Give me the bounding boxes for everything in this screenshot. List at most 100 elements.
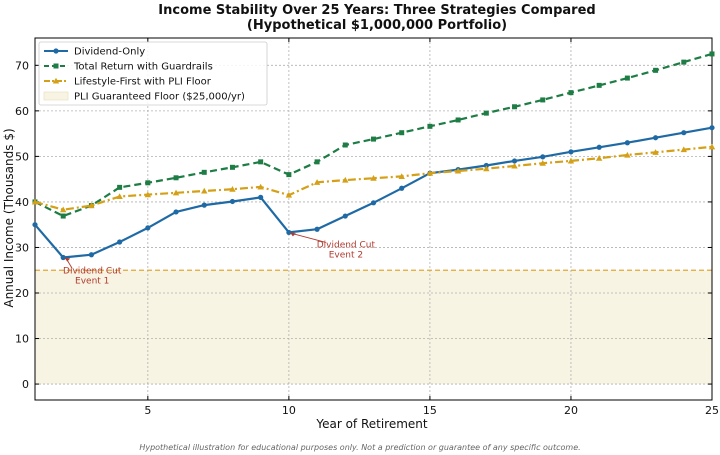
series-line-1 [34, 126, 713, 259]
series-1-point [258, 194, 264, 200]
series-1-point [596, 144, 602, 150]
series-2-point [145, 180, 151, 186]
series-1-point [229, 198, 236, 205]
series-2-point [342, 142, 348, 148]
series-3-point [285, 191, 293, 198]
series-3-point [539, 160, 546, 166]
series-3-point [31, 198, 39, 205]
y-tick-label: 60 [15, 105, 29, 118]
series-2-point [483, 110, 489, 116]
series-1-point [117, 239, 123, 245]
series-1-point [681, 130, 687, 136]
series-3-point [172, 189, 180, 196]
series-1-point [624, 140, 630, 146]
plot-frame [34, 37, 713, 401]
y-tick-label: 30 [15, 241, 29, 254]
series-2-point [258, 159, 264, 165]
series-1-point [568, 149, 574, 155]
series-3-point [60, 206, 67, 213]
legend-box [38, 41, 268, 106]
series-3-point [257, 183, 264, 190]
series-2-point [596, 82, 602, 88]
y-tick-label: 10 [15, 333, 29, 346]
series-2-point [173, 175, 179, 181]
x-tick-label: 10 [282, 404, 296, 417]
series-3-point [624, 151, 631, 158]
series-2-point [371, 136, 376, 142]
series-3-point [144, 191, 152, 198]
series-1-point [399, 185, 405, 191]
series-3-point [201, 187, 208, 194]
y-tick-label: 50 [15, 150, 29, 163]
series-3-point [229, 185, 236, 192]
series-1-point [370, 200, 377, 206]
series-1-point [540, 154, 546, 160]
y-axis-label: Annual Income (Thousands $) [2, 128, 16, 307]
series-2-point [286, 172, 292, 178]
y-tick-label: 40 [15, 196, 29, 209]
series-1-point [286, 229, 292, 236]
series-3-point [708, 143, 716, 150]
legend-label-3: Lifestyle-First with PLI Floor [74, 77, 212, 88]
floor-shaded-region [35, 270, 712, 385]
legend-label-floor: PLI Guaranteed Floor ($25,000/yr) [74, 92, 245, 103]
series-2-point [512, 104, 518, 110]
legend-label-2: Total Return with Guardrails [73, 62, 213, 73]
series-2-point [709, 51, 715, 57]
series-1-point [342, 213, 348, 219]
series-2-point [229, 164, 235, 170]
legend-swatch-marker [52, 77, 60, 84]
series-3-point [511, 162, 518, 169]
series-3-point [370, 175, 377, 181]
series-3-point [652, 149, 659, 155]
legend: Dividend-Only Total Return with Guardrail… [38, 41, 268, 106]
series-3-point [567, 157, 575, 164]
x-tick-label: 20 [564, 404, 578, 417]
series-1-point [145, 225, 151, 231]
annotation-arrow-head [289, 232, 296, 237]
legend-swatch-marker [53, 48, 59, 54]
series-1-point [314, 226, 320, 232]
y-tick-label: 0 [22, 378, 29, 391]
y-tick-label: 70 [15, 59, 29, 72]
series-1-point [709, 125, 715, 131]
series-2-point [427, 123, 433, 129]
series-3-point [595, 155, 603, 161]
y-tick-label: 20 [15, 287, 29, 300]
series-3-point [426, 170, 434, 176]
chart-title-line-2: (Hypothetical $1,000,000 Portfolio) [247, 18, 507, 33]
series-2-point [201, 169, 207, 175]
annotation-label-line-2: Event 2 [329, 250, 363, 260]
series-3-point [88, 202, 95, 209]
series-3-point [116, 193, 123, 200]
series-2-point [455, 117, 461, 123]
legend-label-1: Dividend-Only [74, 47, 145, 58]
series-2-point [624, 75, 630, 81]
series-1-point [60, 254, 66, 261]
series-2-point [399, 130, 405, 136]
series-3-point [342, 176, 349, 183]
annotation-label-line-1: Dividend Cut [317, 240, 376, 250]
x-tick-label: 25 [705, 404, 719, 417]
annotation-arrow-line [291, 232, 326, 243]
series-2-point [117, 184, 123, 190]
series-1-point [32, 222, 38, 228]
series-2-point [60, 213, 66, 219]
series-2-point [540, 97, 546, 103]
annotation-label-line-2: Event 1 [75, 276, 109, 286]
series-2-point [314, 159, 320, 165]
legend-swatch-floor [43, 91, 69, 101]
x-tick-label: 15 [423, 404, 437, 417]
series-3-point [680, 146, 687, 153]
series-3-point [454, 167, 462, 174]
annotation-label-line-1: Dividend Cut [63, 266, 122, 276]
chart-title-line-1: Income Stability Over 25 Years: Three St… [158, 3, 595, 18]
x-tick-label: 5 [144, 404, 151, 417]
series-1-point [201, 202, 207, 208]
series-1-point [173, 209, 179, 215]
series-2-point [653, 67, 659, 73]
series-3-point [483, 165, 490, 172]
series-3-point [398, 173, 405, 179]
